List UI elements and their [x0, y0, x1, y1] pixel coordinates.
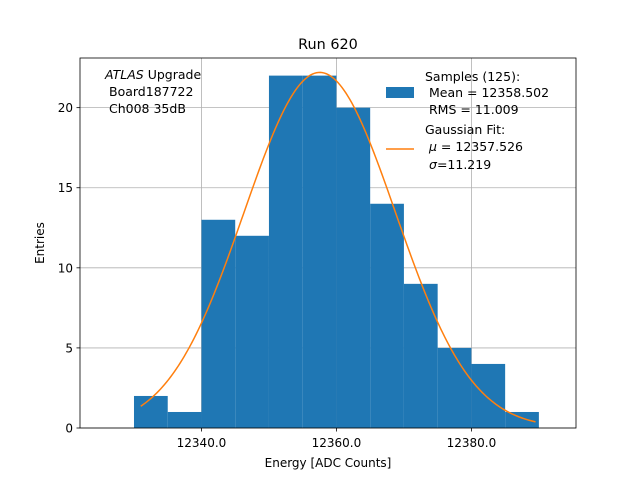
- histogram-bar: [438, 348, 472, 428]
- y-tick-label: 20: [58, 101, 73, 115]
- histogram-bar: [471, 364, 505, 428]
- y-tick-label: 0: [65, 422, 73, 436]
- svg-text:ATLAS Upgrade: ATLAS Upgrade: [104, 67, 201, 82]
- legend-samples-line1: Samples (125):: [425, 69, 520, 84]
- histogram-bar: [404, 284, 438, 428]
- legend-samples-patch: [386, 87, 414, 98]
- histogram-bar: [303, 76, 337, 428]
- x-tick-label: 12340.0: [177, 436, 227, 450]
- annotation-atlas: ATLAS: [104, 67, 144, 82]
- histogram-bar: [235, 236, 269, 428]
- y-tick-label: 10: [58, 261, 73, 275]
- histogram-bar: [168, 412, 202, 428]
- x-tick-label: 12360.0: [312, 436, 362, 450]
- x-axis-label: Energy [ADC Counts]: [265, 456, 392, 470]
- histogram-bar: [370, 204, 404, 428]
- legend-fit-line1: Gaussian Fit:: [425, 122, 505, 137]
- annotation-upgrade: Upgrade: [144, 67, 202, 82]
- y-axis-label: Entries: [33, 222, 47, 264]
- legend-samples-line3: RMS = 11.009: [429, 102, 519, 117]
- annotation-board: Board187722: [109, 84, 193, 99]
- histogram-bar: [269, 76, 303, 428]
- legend-fit-sigma: σ=11.219: [429, 157, 491, 172]
- x-tick-label: 12380.0: [447, 436, 497, 450]
- histogram-bar: [336, 108, 370, 428]
- histogram-bar: [134, 396, 168, 428]
- legend-samples-line2: Mean = 12358.502: [429, 85, 549, 100]
- chart-title: Run 620: [298, 37, 358, 53]
- annotation-channel: Ch008 35dB: [109, 101, 186, 116]
- y-tick-label: 5: [65, 341, 73, 355]
- legend-fit-mu: μ = 12357.526: [428, 139, 523, 154]
- histogram-bar: [505, 412, 539, 428]
- y-tick-label: 15: [58, 181, 73, 195]
